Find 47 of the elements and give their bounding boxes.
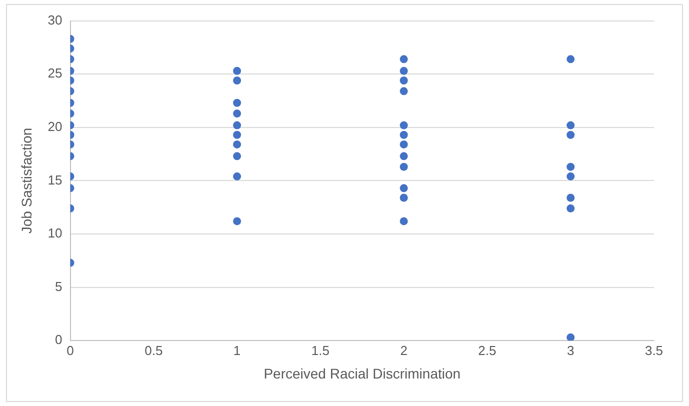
- point: [233, 121, 242, 130]
- point: [400, 130, 408, 139]
- y-tick-label: 15: [48, 172, 62, 188]
- x-tick-label: 3.5: [644, 342, 664, 358]
- point: [566, 194, 575, 202]
- y-tick-label: 10: [48, 226, 62, 241]
- point: [233, 98, 242, 107]
- point: [233, 76, 242, 84]
- y-tick-label: 5: [55, 278, 62, 294]
- point: [566, 333, 575, 341]
- point: [400, 55, 408, 64]
- point: [233, 140, 242, 148]
- x-tick-label: 3: [566, 342, 574, 358]
- point: [400, 76, 408, 84]
- y-tick-label: 0: [55, 332, 62, 348]
- point: [566, 55, 575, 64]
- point: [400, 121, 408, 130]
- point: [566, 172, 575, 180]
- point: [233, 110, 242, 118]
- x-tick-label: 2: [400, 342, 408, 358]
- point: [400, 66, 408, 75]
- point: [566, 121, 575, 130]
- point: [400, 140, 408, 148]
- x-tick-label: 2.5: [478, 342, 496, 358]
- y-tick-label: 20: [48, 118, 62, 134]
- point: [233, 66, 242, 75]
- y-tick-label: 25: [48, 66, 62, 81]
- x-tick-label: 0.5: [144, 342, 163, 358]
- point: [400, 217, 408, 226]
- x-tick-label: 1.5: [311, 342, 330, 358]
- point: [400, 152, 408, 160]
- point: [233, 130, 242, 139]
- point: [400, 184, 408, 192]
- point: [400, 194, 408, 202]
- point: [566, 162, 575, 171]
- y-tick-label: 30: [48, 12, 62, 28]
- point: [233, 152, 242, 160]
- point: [400, 162, 408, 171]
- y-axis-title: Job Sastisfaction: [18, 128, 34, 234]
- point: [400, 87, 408, 96]
- point: [566, 130, 575, 139]
- x-axis-title: Perceived Racial Discrimination: [264, 365, 461, 382]
- point: [233, 217, 242, 226]
- x-tick-label: 0: [66, 342, 74, 358]
- point: [233, 172, 242, 180]
- point: [566, 204, 575, 212]
- x-tick-label: 1: [233, 342, 241, 358]
